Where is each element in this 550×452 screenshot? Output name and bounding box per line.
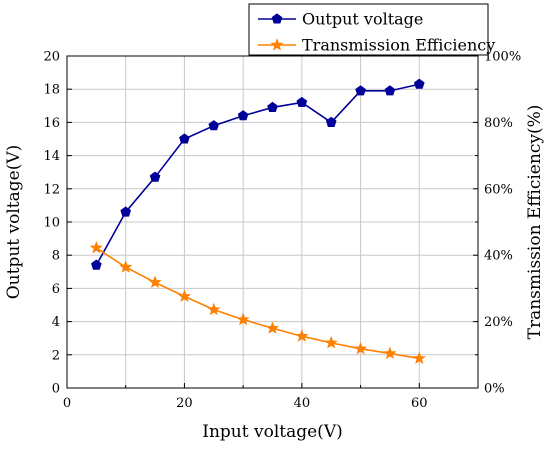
data-point <box>324 335 338 349</box>
legend-box <box>248 3 489 56</box>
legend-label: Output voltage <box>302 10 423 29</box>
right-y-axis-title: Transmission Efficiency(%) <box>525 105 545 340</box>
legend-entries: Output voltage Transmission Efficiency <box>258 10 495 55</box>
data-point <box>149 171 161 182</box>
series <box>89 78 426 365</box>
legend-marker <box>270 38 284 51</box>
x-axis-title: Input voltage(V) <box>202 422 342 442</box>
right-y-tick-label: 60% <box>484 182 513 197</box>
data-point <box>296 96 308 108</box>
left-y-tick-label: 14 <box>43 149 60 164</box>
right-y-tick-label: 20% <box>484 315 513 330</box>
data-point <box>383 346 397 360</box>
data-point <box>325 116 337 127</box>
data-point <box>91 259 102 270</box>
left-y-tick-label: 20 <box>43 50 60 65</box>
legend-label: Transmission Efficiency <box>302 36 495 55</box>
left-y-tick-label: 10 <box>43 216 60 231</box>
data-point <box>412 351 426 365</box>
series-1 <box>89 240 426 365</box>
data-point <box>236 312 250 326</box>
data-point <box>355 85 366 96</box>
axes: 0 20 40 60 0 2 4 6 8 10 12 14 16 18 20 0% 20% 40% 60% 80% 10… <box>43 50 521 412</box>
data-point <box>179 133 190 144</box>
series-0 <box>91 78 425 270</box>
right-y-tick-label: 100% <box>484 50 521 65</box>
data-point <box>267 101 278 113</box>
grid <box>67 56 478 388</box>
left-y-tick-label: 0 <box>52 382 60 397</box>
data-point <box>208 120 220 131</box>
data-point <box>148 275 162 289</box>
left-y-tick-label: 8 <box>52 249 60 264</box>
left-y-tick-label: 12 <box>43 182 60 197</box>
left-y-axis-title: Output voltage(V) <box>4 145 24 300</box>
data-point <box>119 260 133 273</box>
left-y-tick-label: 4 <box>52 315 60 330</box>
right-y-tick-label: 0% <box>484 382 505 397</box>
data-point <box>353 341 368 355</box>
data-point <box>89 240 103 254</box>
data-point <box>120 206 132 217</box>
x-tick-label: 60 <box>411 396 428 411</box>
data-point <box>413 78 425 89</box>
series-line <box>95 247 420 360</box>
data-point <box>207 302 221 316</box>
data-point <box>177 289 192 302</box>
data-point <box>384 85 396 96</box>
x-tick-label: 40 <box>294 396 311 411</box>
legend-marker <box>271 13 283 24</box>
left-y-tick-label: 6 <box>52 282 60 297</box>
x-tick-label: 20 <box>176 396 193 411</box>
legend: Output voltage Transmission Efficiency <box>248 3 495 56</box>
left-y-tick-label: 18 <box>43 83 60 98</box>
data-point <box>295 329 309 342</box>
data-point <box>237 110 249 121</box>
x-tick-label: 0 <box>63 396 71 411</box>
left-y-tick-label: 2 <box>52 348 60 363</box>
left-y-tick-label: 16 <box>43 116 60 131</box>
right-y-tick-label: 40% <box>484 249 513 264</box>
right-y-tick-label: 80% <box>484 116 513 131</box>
series-line <box>95 83 420 266</box>
data-point <box>265 321 280 334</box>
